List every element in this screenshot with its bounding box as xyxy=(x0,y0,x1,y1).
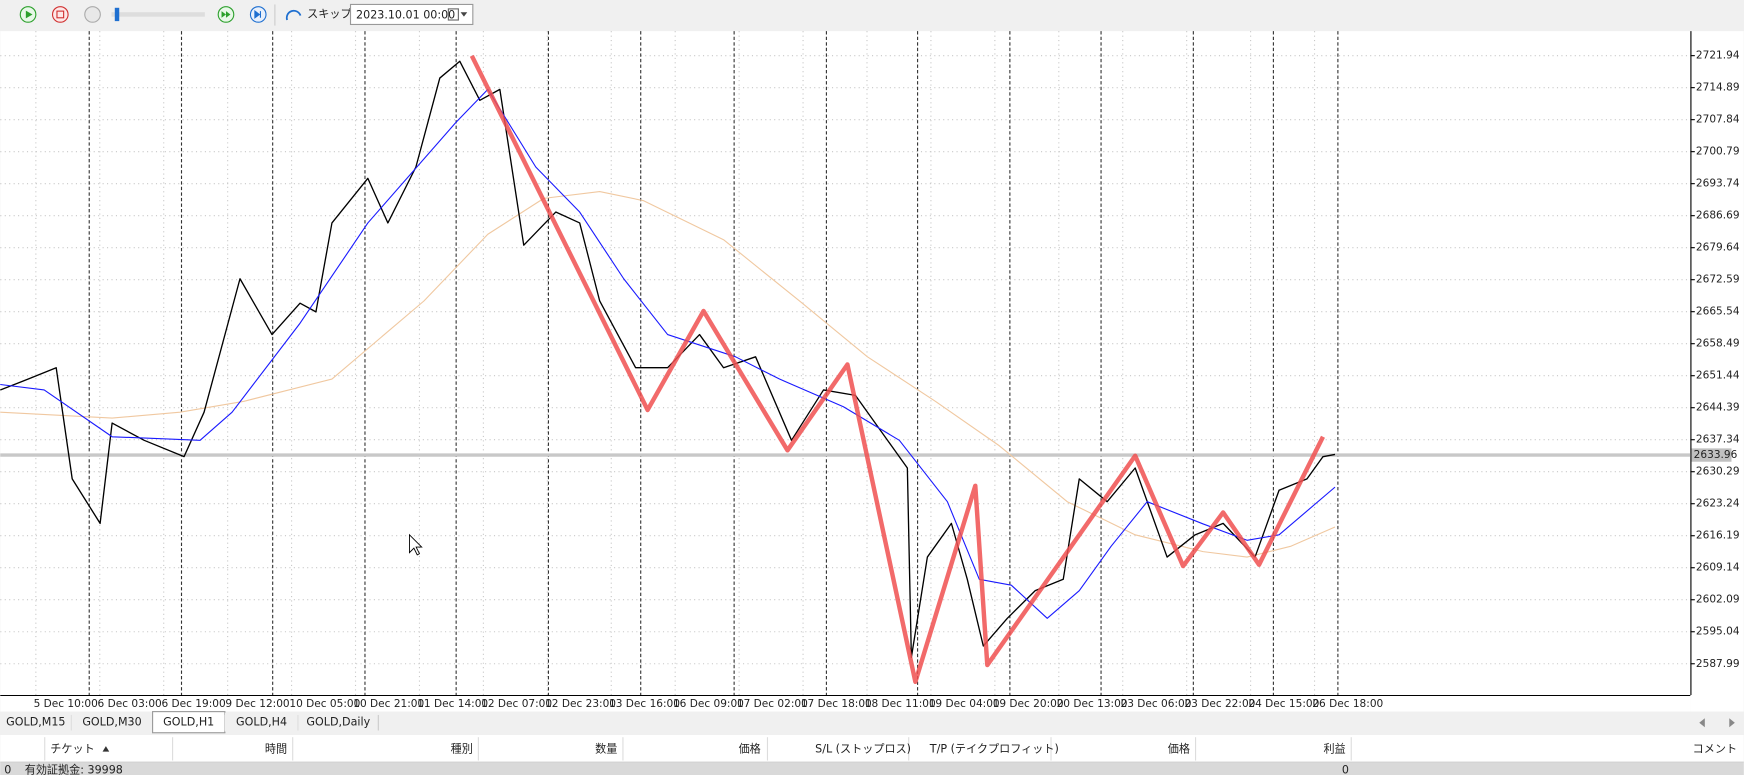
x-tick-label: 19 Dec 20:00 xyxy=(993,698,1064,710)
column-header[interactable]: 時間 xyxy=(265,742,287,755)
x-tick-label: 6 Dec 19:00 xyxy=(161,698,226,710)
y-tick-label: 2651.44 xyxy=(1696,370,1740,382)
column-header[interactable]: S/L (ストップロス) xyxy=(815,742,911,755)
price-axis xyxy=(1690,31,1744,712)
price-line xyxy=(0,60,1336,659)
x-tick-label: 9 Dec 12:00 xyxy=(225,698,290,710)
x-tick-label: 17:00 xyxy=(0,698,1,710)
speed-slider[interactable] xyxy=(111,12,205,17)
y-tick-label: 2658.49 xyxy=(1696,338,1740,350)
x-tick-label: 10 Dec 21:00 xyxy=(353,698,424,710)
tab-label[interactable]: GOLD,H1 xyxy=(163,716,214,729)
tab-label[interactable]: GOLD,H4 xyxy=(236,716,287,729)
chart-area xyxy=(0,31,1691,695)
y-tick-label: 2665.54 xyxy=(1696,306,1740,318)
y-tick-label: 2602.09 xyxy=(1696,594,1740,606)
x-tick-label: 16 Dec 09:00 xyxy=(673,698,744,710)
stop-icon xyxy=(56,10,65,19)
column-header[interactable]: コメント xyxy=(1693,742,1737,755)
slider-thumb[interactable] xyxy=(114,7,120,22)
x-tick-label: 19 Dec 04:00 xyxy=(929,698,1000,710)
status-row xyxy=(0,762,1744,775)
y-tick-label: 2609.14 xyxy=(1696,562,1740,574)
tab-label[interactable]: GOLD,M30 xyxy=(82,716,141,729)
stop-button[interactable] xyxy=(51,6,69,23)
fast-ma xyxy=(0,88,1336,619)
skip-icon[interactable] xyxy=(285,9,302,21)
column-header[interactable]: 数量 xyxy=(595,742,617,755)
axes: 2721.94 2714.89 2707.84 2700.79 2693.74 2686.… xyxy=(0,50,1740,710)
tab[interactable] xyxy=(224,712,299,732)
y-tick-label: 2623.24 xyxy=(1696,498,1740,510)
x-tick-label: 23 Dec 06:00 xyxy=(1121,698,1192,710)
y-tick-label: 2616.19 xyxy=(1696,530,1740,542)
y-tick-label: 2595.04 xyxy=(1696,626,1740,638)
calendar-icon[interactable] xyxy=(447,8,459,21)
y-tick-label: 2587.99 xyxy=(1696,658,1740,670)
step-icon xyxy=(254,10,262,19)
y-tick-label: 2637.34 xyxy=(1696,434,1740,446)
date-value[interactable]: 2023.10.01 00:00 xyxy=(356,9,455,22)
tab-bar xyxy=(0,711,1744,734)
plot xyxy=(0,54,1336,685)
x-tick-label: 17 Dec 18:00 xyxy=(801,698,872,710)
x-tick-label: 10 Dec 05:00 xyxy=(289,698,360,710)
y-tick-label: 2679.64 xyxy=(1696,242,1740,254)
grid xyxy=(0,31,1691,695)
dropdown-arrow[interactable] xyxy=(460,12,468,17)
time-axis xyxy=(0,694,1691,712)
column-header[interactable]: 利益 xyxy=(1323,741,1345,755)
column-header[interactable]: 価格 xyxy=(739,741,761,755)
tab[interactable] xyxy=(298,712,379,732)
x-tick-label: 17 Dec 02:00 xyxy=(737,698,808,710)
current-price-label: 2633.96 xyxy=(1694,449,1738,461)
x-tick-label: 24 Dec 15:00 xyxy=(1248,698,1319,710)
y-tick-label: 2714.89 xyxy=(1696,82,1740,94)
column-header[interactable]: 種別 xyxy=(451,741,473,755)
status-text: : 0 xyxy=(0,764,11,775)
equity-text: 有効証拠金: 39998 xyxy=(25,763,123,775)
y-tick-label: 2721.94 xyxy=(1696,50,1740,62)
y-tick-label: 2707.84 xyxy=(1696,114,1740,126)
tabs: GOLD,M15 GOLD,M30 GOLD,H1 GOLD,H4 GOLD,Daily xyxy=(0,711,379,734)
column-header[interactable]: チケット xyxy=(50,742,94,755)
rewind-button[interactable] xyxy=(84,6,101,23)
tab[interactable] xyxy=(0,712,72,732)
y-tick-label: 2700.79 xyxy=(1696,146,1740,158)
y-tick-label: 2630.29 xyxy=(1696,466,1740,478)
skip-label[interactable]: スキップ xyxy=(307,7,351,20)
x-tick-label: 18 Dec 11:00 xyxy=(865,698,936,710)
tab-label[interactable]: GOLD,M15 xyxy=(6,716,65,729)
x-tick-label: 13 Dec 16:00 xyxy=(609,698,680,710)
zigzag xyxy=(469,54,1325,685)
table-headers: チケット 時間 種別 数量 価格 S/L (ストップロス) T/P (テイクプロフィット) 価… xyxy=(44,737,1737,761)
y-tick-label: 2672.59 xyxy=(1696,274,1740,286)
x-tick-label: 12 Dec 07:00 xyxy=(481,698,552,710)
tab-label[interactable]: GOLD,Daily xyxy=(306,716,370,729)
column-header[interactable]: 価格 xyxy=(1168,741,1190,755)
tab[interactable] xyxy=(71,712,153,732)
mouse-cursor xyxy=(409,533,423,556)
y-tick-label: 2686.69 xyxy=(1696,210,1740,222)
x-tick-label: 23 Dec 22:00 xyxy=(1184,698,1255,710)
column-header[interactable]: T/P (テイクプロフィット) xyxy=(929,742,1059,755)
current-price-box xyxy=(1691,448,1732,462)
sort-arrow[interactable] xyxy=(102,746,110,752)
date-input[interactable] xyxy=(349,3,474,26)
x-tick-label: 5 Dec 10:00 xyxy=(34,698,99,710)
toolbar xyxy=(0,0,1744,31)
table-header xyxy=(0,734,1744,762)
profit-total: 0 xyxy=(1342,764,1349,775)
play-icon xyxy=(25,10,33,19)
x-tick-label: 26 Dec 18:00 xyxy=(1312,698,1383,710)
x-tick-label: 12 Dec 23:00 xyxy=(545,698,616,710)
x-tick-label: 20 Dec 13:00 xyxy=(1057,698,1128,710)
x-tick-label: 6 Dec 03:00 xyxy=(98,698,163,710)
x-tick-label: 11 Dec 14:00 xyxy=(417,698,488,710)
y-tick-label: 2644.39 xyxy=(1696,402,1740,414)
y-tick-label: 2693.74 xyxy=(1696,178,1740,190)
